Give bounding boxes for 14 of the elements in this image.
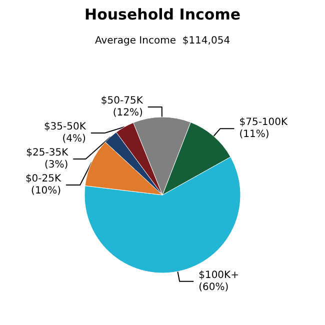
data-label: (60%) (198, 282, 229, 293)
data-label: (12%) (112, 108, 143, 118)
chart-subtitle: Average Income $114,054 (94, 36, 230, 46)
data-label: (4%) (62, 134, 86, 144)
slice-label: $50-75K (100, 96, 144, 106)
data-label: (10%) (31, 186, 62, 196)
slice-label: $0-25K (25, 174, 62, 184)
data-label: (11%) (239, 129, 270, 140)
slice-label: $75-100K (239, 117, 288, 128)
chart-title: Household Income (84, 6, 240, 24)
slice-label: $35-50K (44, 122, 86, 132)
data-label: (3%) (44, 160, 68, 170)
slice-label: $25-35K (26, 148, 69, 158)
slice-label: $100K+ (198, 270, 239, 281)
